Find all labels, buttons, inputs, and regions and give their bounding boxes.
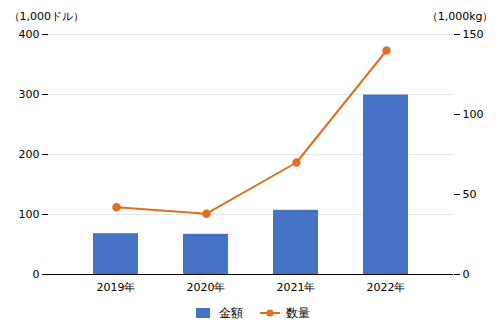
svg-text:2020年: 2020年 <box>187 281 226 294</box>
svg-text:100: 100 <box>19 208 40 221</box>
svg-text:200: 200 <box>19 148 40 161</box>
svg-text:0: 0 <box>33 268 40 281</box>
svg-text:2019年: 2019年 <box>97 281 136 294</box>
svg-text:150: 150 <box>463 28 484 41</box>
svg-text:300: 300 <box>19 88 40 101</box>
svg-text:（1,000ドル）: （1,000ドル） <box>9 10 85 23</box>
html-text:数量: 数量 <box>285 305 310 320</box>
svg-text:（1,000kg）: （1,000kg） <box>427 10 494 23</box>
svg-text:2022年: 2022年 <box>367 281 406 294</box>
html-text:金額: 金額 <box>218 305 243 320</box>
svg-text:100: 100 <box>463 108 484 121</box>
svg-text:2021年: 2021年 <box>277 281 316 294</box>
svg-text:400: 400 <box>19 28 40 41</box>
svg-text:0: 0 <box>463 268 470 281</box>
svg-text:50: 50 <box>463 188 477 201</box>
